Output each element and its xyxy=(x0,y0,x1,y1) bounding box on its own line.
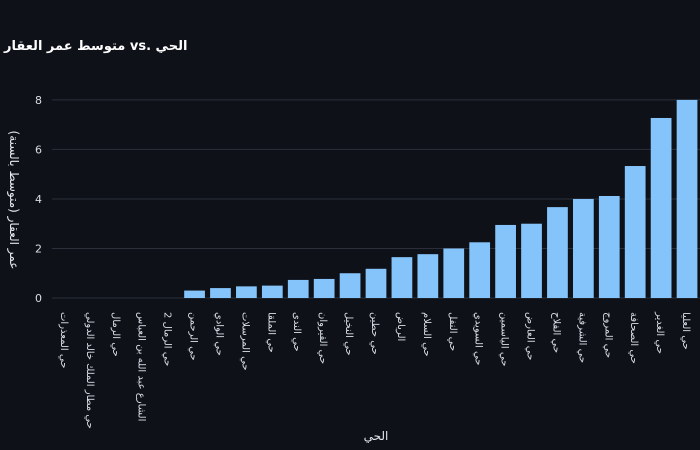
x-tick-label: حي الرحمن xyxy=(188,312,199,361)
bar xyxy=(365,268,387,298)
x-tick-label: حي النفل xyxy=(447,312,458,351)
y-tick-label: 2 xyxy=(35,242,42,255)
x-axis-label: الحي xyxy=(364,429,389,443)
x-tick-label: حي الرمال xyxy=(110,312,121,357)
bar xyxy=(495,224,516,298)
x-tick-label: حي الرمال 2 xyxy=(162,312,173,366)
x-tick-label: حي المروج xyxy=(602,312,613,358)
bar xyxy=(236,286,257,298)
x-tick-label: حي العارض xyxy=(525,312,536,360)
x-tick-label: حي المعذرات xyxy=(58,312,69,368)
bar xyxy=(572,198,594,298)
bar xyxy=(210,288,231,298)
bar xyxy=(391,257,413,298)
x-tick-label: حي القيروان xyxy=(317,312,328,364)
y-tick-labels: 0 2 4 6 8 xyxy=(35,94,42,305)
bar xyxy=(650,117,672,298)
x-tick-label: حي المرسلات xyxy=(239,312,250,371)
y-tick-label: 4 xyxy=(35,193,42,206)
bar xyxy=(339,273,361,298)
bar xyxy=(547,207,568,298)
x-tick-label: حي السلام xyxy=(421,312,432,357)
x-tick-label: حي الغدير xyxy=(654,311,665,354)
bar xyxy=(676,99,698,299)
x-tick-label: الرياض xyxy=(395,312,406,341)
x-tick-label: حي الوادي xyxy=(213,312,224,356)
y-tick-label: 0 xyxy=(35,292,42,305)
y-tick-label: 8 xyxy=(35,94,42,107)
x-tick-label: حي الشرفية xyxy=(576,312,587,363)
x-tick-label: حي الندى xyxy=(291,312,302,352)
x-tick-label: حي النخيل xyxy=(343,312,354,356)
x-tick-label: حي العليا xyxy=(680,312,691,350)
bar xyxy=(521,223,542,298)
x-tick-label: حي السويدي xyxy=(473,312,484,365)
bar xyxy=(261,285,283,298)
x-tick-label: حي الفلاح xyxy=(550,312,561,353)
x-tick-label: حي الياسمين xyxy=(499,312,510,366)
y-tick-label: 6 xyxy=(35,143,42,156)
x-tick-label: حي مطار الملك خالد الدولي xyxy=(84,312,95,429)
x-tick-label: حي الصحافة xyxy=(628,312,639,364)
bar xyxy=(469,242,491,298)
x-tick-labels: حي المعذرات حي مطار الملك خالد الدولي حي ا… xyxy=(58,311,691,429)
x-tick-label: الشارع عبد الله بن العباس xyxy=(136,312,147,421)
bar xyxy=(313,278,335,298)
bar xyxy=(287,279,309,298)
bar xyxy=(443,248,465,298)
bar xyxy=(598,195,620,298)
bar xyxy=(417,254,439,298)
x-tick-label: حي حطين xyxy=(369,312,380,355)
bar xyxy=(184,290,205,298)
x-tick-label: حي الملقا xyxy=(265,312,276,353)
bars xyxy=(184,99,698,299)
y-axis-label: عمر العقار (متوسط بالسنة) xyxy=(6,131,21,270)
bar xyxy=(624,166,646,298)
chart-title: متوسط عمر العقار vs. الحي xyxy=(3,39,187,54)
